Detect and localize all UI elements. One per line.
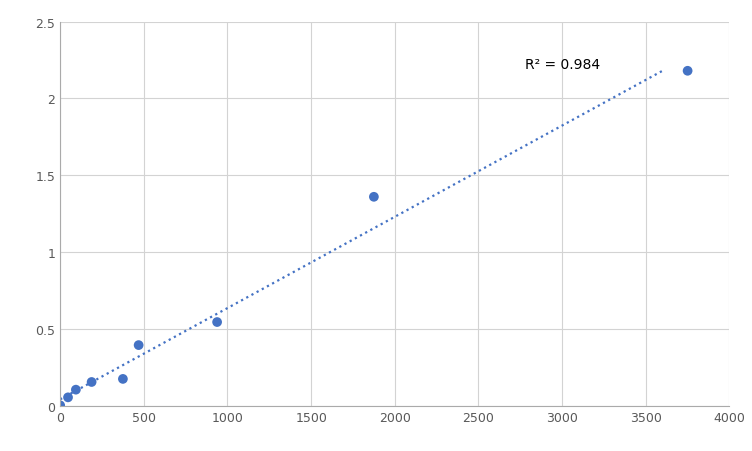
- Point: [54, 402, 66, 409]
- Point: [62, 394, 74, 401]
- Point: [117, 375, 129, 382]
- Text: R² = 0.984: R² = 0.984: [526, 58, 600, 72]
- Point: [368, 194, 380, 201]
- Point: [681, 68, 693, 75]
- Point: [70, 386, 82, 393]
- Point: [86, 378, 98, 386]
- Point: [132, 342, 144, 349]
- Point: [211, 319, 223, 326]
